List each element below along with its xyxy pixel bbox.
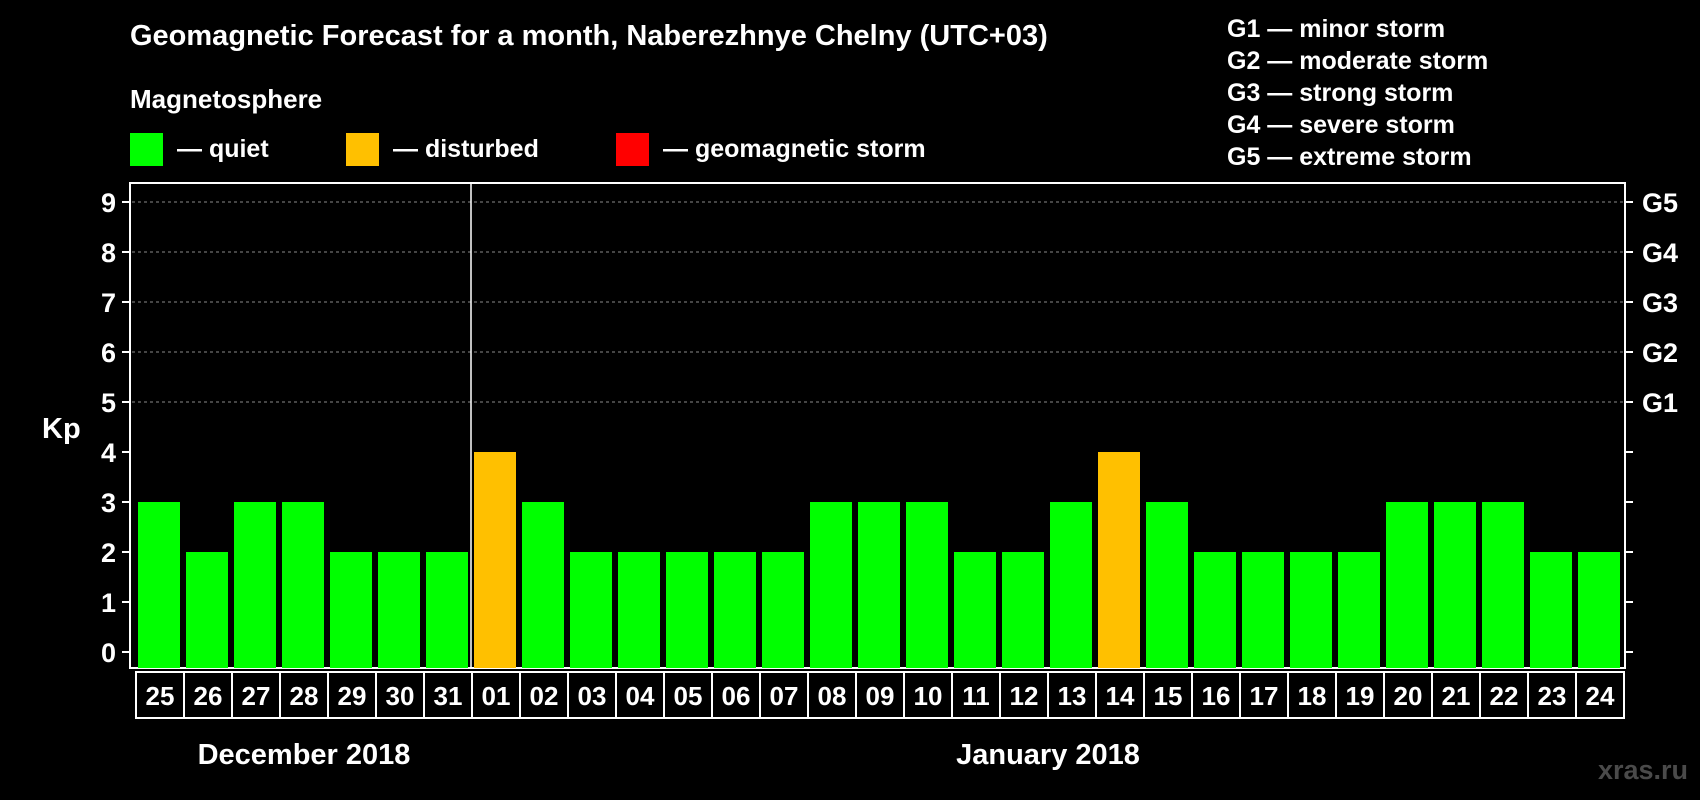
bar-01-7	[474, 452, 516, 668]
x-tick-label-19: 13	[1058, 681, 1087, 711]
y-tick-label-0: 0	[101, 638, 116, 668]
x-tick-label-0: 25	[146, 681, 175, 711]
bar-13-19	[1050, 502, 1092, 668]
bar-15-21	[1146, 502, 1188, 668]
y-tick-label-6: 6	[101, 338, 116, 368]
bar-25-0	[138, 502, 180, 668]
x-tick-label-1: 26	[194, 681, 223, 711]
x-tick-label-2: 27	[242, 681, 271, 711]
bar-08-14	[810, 502, 852, 668]
bar-18-24	[1290, 552, 1332, 668]
y-tick-label-3: 3	[101, 488, 116, 518]
y-tick-label-2: 2	[101, 538, 116, 568]
watermark: xras.ru	[1597, 755, 1688, 785]
x-tick-label-30: 24	[1586, 681, 1615, 711]
y-tick-label-7: 7	[101, 288, 116, 318]
bar-10-16	[906, 502, 948, 668]
bar-14-20	[1098, 452, 1140, 668]
g5-legend-item: G5 — extreme storm	[1227, 143, 1472, 171]
x-tick-label-28: 22	[1490, 681, 1519, 711]
storm-swatch	[616, 133, 649, 166]
x-tick-label-26: 20	[1394, 681, 1423, 711]
bar-04-10	[618, 552, 660, 668]
storm-legend-label: — geomagnetic storm	[663, 135, 926, 163]
g1-legend-item: G1 — minor storm	[1227, 15, 1446, 43]
date-axis-frame	[135, 671, 1625, 719]
x-tick-label-11: 05	[674, 681, 703, 711]
x-tick-label-23: 17	[1250, 681, 1279, 711]
bar-23-29	[1530, 552, 1572, 668]
x-tick-label-9: 03	[578, 681, 607, 711]
right-axis-label-g1: G1	[1642, 388, 1678, 418]
bar-06-12	[714, 552, 756, 668]
x-tick-label-27: 21	[1442, 681, 1471, 711]
quiet-legend-label: — quiet	[177, 135, 269, 163]
bar-05-11	[666, 552, 708, 668]
y-tick-label-5: 5	[101, 388, 116, 418]
quiet-swatch	[130, 133, 163, 166]
x-tick-label-12: 06	[722, 681, 751, 711]
x-tick-label-17: 11	[962, 681, 990, 711]
right-axis-label-g5: G5	[1642, 188, 1678, 218]
bar-12-18	[1002, 552, 1044, 668]
disturbed-legend-label: — disturbed	[393, 135, 539, 163]
bar-24-30	[1578, 552, 1620, 668]
g2-legend-item: G2 — moderate storm	[1227, 47, 1489, 75]
x-tick-label-4: 29	[338, 681, 367, 711]
magnetosphere-heading: Magnetosphere	[130, 84, 323, 114]
bar-27-2	[234, 502, 276, 668]
y-tick-label-4: 4	[101, 438, 116, 468]
disturbed-swatch	[346, 133, 379, 166]
x-tick-label-20: 14	[1106, 681, 1135, 711]
bar-29-4	[330, 552, 372, 668]
right-axis-label-g3: G3	[1642, 288, 1678, 318]
y-axis-label: Kp	[42, 413, 81, 445]
x-tick-label-16: 10	[914, 681, 943, 711]
bar-20-26	[1386, 502, 1428, 668]
x-tick-label-7: 01	[482, 681, 511, 711]
right-axis-label-g2: G2	[1642, 338, 1678, 368]
y-tick-label-9: 9	[101, 188, 116, 218]
x-tick-label-6: 31	[434, 681, 463, 711]
month-label-january: January 2018	[956, 739, 1140, 771]
bar-30-5	[378, 552, 420, 668]
bar-03-9	[570, 552, 612, 668]
x-tick-label-8: 02	[530, 681, 559, 711]
x-tick-label-21: 15	[1154, 681, 1183, 711]
x-tick-label-15: 09	[866, 681, 895, 711]
bar-26-1	[186, 552, 228, 668]
bar-21-27	[1434, 502, 1476, 668]
bar-02-8	[522, 502, 564, 668]
bar-09-15	[858, 502, 900, 668]
bar-16-22	[1194, 552, 1236, 668]
x-tick-label-25: 19	[1346, 681, 1375, 711]
bar-11-17	[954, 552, 996, 668]
x-tick-label-18: 12	[1010, 681, 1039, 711]
month-label-december: December 2018	[198, 739, 411, 771]
x-tick-label-5: 30	[386, 681, 415, 711]
x-tick-label-29: 23	[1538, 681, 1567, 711]
bar-22-28	[1482, 502, 1524, 668]
x-tick-label-3: 28	[290, 681, 319, 711]
y-tick-label-8: 8	[101, 238, 116, 268]
g3-legend-item: G3 — strong storm	[1227, 79, 1454, 107]
bar-17-23	[1242, 552, 1284, 668]
bar-31-6	[426, 552, 468, 668]
right-axis-label-g4: G4	[1642, 238, 1678, 268]
x-tick-label-10: 04	[626, 681, 655, 711]
bar-07-13	[762, 552, 804, 668]
bar-28-3	[282, 502, 324, 668]
x-tick-label-13: 07	[770, 681, 799, 711]
g4-legend-item: G4 — severe storm	[1227, 111, 1455, 139]
bar-19-25	[1338, 552, 1380, 668]
x-tick-label-24: 18	[1298, 681, 1327, 711]
storm-scale-legend: G1 — minor storm G2 — moderate storm G3 …	[1227, 13, 1488, 173]
chart-title: Geomagnetic Forecast for a month, Nabere…	[130, 20, 1048, 52]
y-tick-label-1: 1	[101, 588, 116, 618]
x-tick-label-22: 16	[1202, 681, 1231, 711]
x-tick-label-14: 08	[818, 681, 847, 711]
